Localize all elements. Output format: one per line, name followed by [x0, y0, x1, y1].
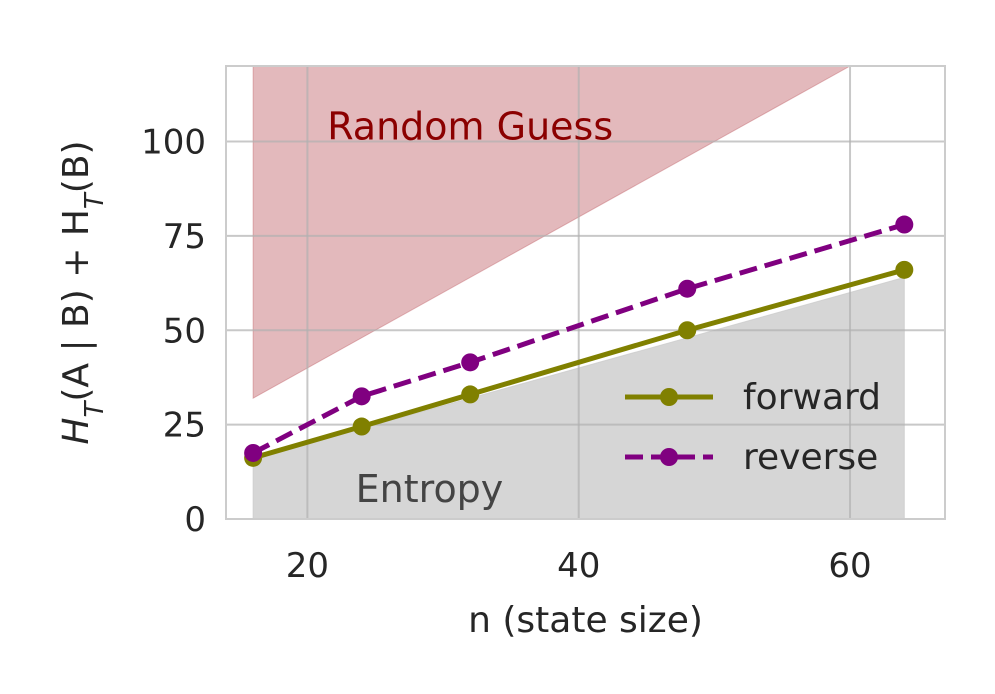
y-tick-label: 100 — [141, 123, 206, 163]
legend: forward reverse — [625, 377, 881, 478]
y-tick-label: 75 — [163, 217, 206, 257]
y-axis-label-part: H — [56, 418, 97, 445]
y-axis-label-part: (B) — [56, 140, 97, 193]
x-tick-label: 60 — [828, 546, 871, 586]
legend-marker-reverse — [660, 448, 678, 466]
plot-frame — [225, 65, 946, 520]
y-axis-label-part: (A | B) + H — [56, 209, 97, 402]
series-point-forward — [352, 417, 371, 436]
series-point-reverse — [895, 215, 914, 234]
y-axis-label-part: T — [80, 400, 110, 418]
y-axis-label: HT(A | B) + HT(B) — [56, 140, 110, 444]
series-point-reverse — [244, 443, 263, 462]
annot-layer: Random Guess Entropy — [327, 104, 613, 510]
series-point-forward — [895, 260, 914, 279]
legend-marker-forward — [660, 388, 678, 406]
y-tick-label: 50 — [163, 311, 206, 351]
x-tick-label: 40 — [557, 546, 600, 586]
series-point-reverse — [461, 353, 480, 372]
x-tick-label: 20 — [286, 546, 329, 586]
series-layer — [244, 215, 914, 467]
legend-label-reverse: reverse — [743, 437, 878, 478]
series-point-forward — [461, 385, 480, 404]
series-point-forward — [678, 321, 697, 340]
y-tick-label: 0 — [184, 500, 206, 540]
region-label-entropy: Entropy — [356, 467, 504, 511]
series-point-reverse — [352, 387, 371, 406]
y-axis-label-part: T — [80, 191, 110, 209]
ticks-layer: 20 40 60 0 25 50 75 100 — [141, 123, 872, 587]
x-axis-label: n (state size) — [468, 600, 703, 641]
region-label-random-guess: Random Guess — [327, 104, 613, 148]
y-tick-label: 25 — [163, 406, 206, 446]
series-point-reverse — [678, 279, 697, 298]
legend-label-forward: forward — [743, 377, 881, 418]
